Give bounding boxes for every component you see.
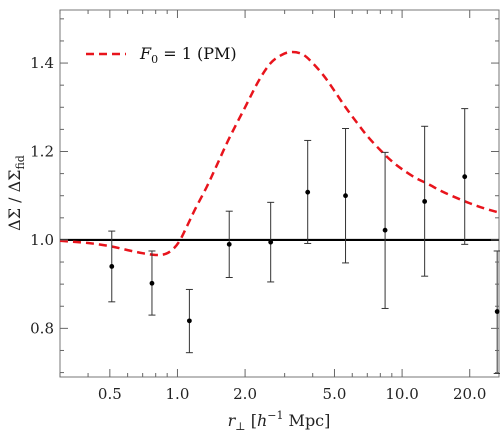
point-marker (149, 280, 155, 286)
x-axis-title: r⊥ [h−1 Mpc] (228, 409, 331, 433)
point-marker (186, 318, 192, 324)
x-tick-label: 2.0 (233, 385, 257, 403)
point-marker (422, 199, 428, 204)
point-marker (343, 193, 348, 199)
point-marker (226, 241, 232, 247)
data-point-8 (381, 151, 389, 309)
series-line-pm (59, 50, 500, 257)
data-point-4 (225, 210, 233, 279)
point-marker (382, 227, 388, 233)
point-marker (109, 264, 115, 269)
x-tick-label: 0.5 (98, 385, 122, 403)
data-point-1 (108, 230, 116, 303)
data-point-7 (342, 128, 350, 264)
plot-frame (59, 9, 500, 378)
point-marker (305, 189, 311, 195)
point-marker (268, 239, 274, 245)
legend-label-pm: F0 = 1 (PM) (139, 44, 237, 66)
data-point-11 (493, 250, 500, 374)
x-tick-label: 1.0 (166, 385, 190, 403)
data-point-2 (148, 250, 156, 316)
x-tick-label: 20.0 (453, 385, 486, 403)
plot-area: 0.5 1.0 2.0 5.0 10.0 20.0 0.8 1.0 1.2 1.4 (30, 9, 500, 403)
point-marker (494, 309, 500, 314)
x-axis-ticks: 0.5 1.0 2.0 5.0 10.0 20.0 (59, 10, 486, 403)
data-points (108, 108, 500, 374)
y-axis-ticks: 0.8 1.0 1.2 1.4 (30, 18, 499, 374)
y-tick-label: 1.2 (30, 142, 54, 160)
y-axis-title: ΔΣ / ΔΣfid (5, 155, 27, 231)
data-point-6 (304, 139, 312, 244)
y-tick-label: 1.0 (30, 231, 54, 249)
legend: F0 = 1 (PM) (86, 44, 237, 66)
y-tick-label: 0.8 (30, 319, 54, 337)
y-tick-label: 1.4 (30, 54, 54, 72)
point-marker (462, 174, 468, 180)
x-tick-label: 5.0 (323, 385, 347, 403)
data-point-10 (461, 108, 469, 245)
data-point-5 (267, 201, 275, 283)
x-tick-label: 10.0 (385, 385, 418, 403)
data-point-3 (185, 288, 193, 354)
data-point-9 (421, 125, 429, 277)
